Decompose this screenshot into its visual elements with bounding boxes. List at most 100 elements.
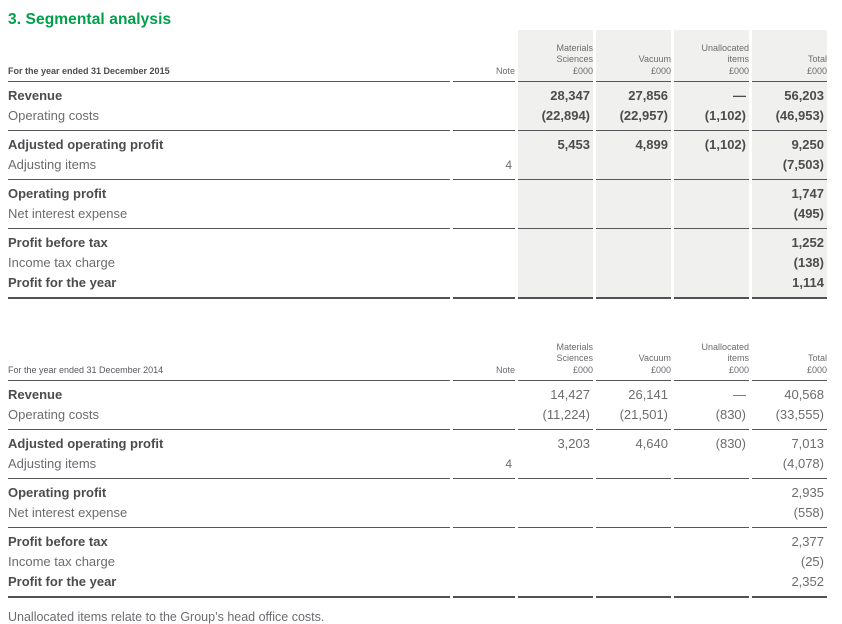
cell-materials-sciences [518, 503, 593, 528]
table-row: Adjusting items 4 (7,503) [8, 155, 827, 180]
note-cell [453, 82, 515, 106]
cell-materials-sciences: 28,347 [518, 82, 593, 106]
cell-vacuum [596, 528, 671, 552]
cell-total: (495) [752, 204, 827, 229]
cell-materials-sciences [518, 155, 593, 180]
table-row: Adjusted operating profit 3,203 4,640 (830)… [8, 430, 827, 454]
cell-unallocated-items: — [674, 82, 749, 106]
cell-vacuum [596, 503, 671, 528]
row-label: Income tax charge [8, 255, 115, 270]
cell-unallocated-items [674, 552, 749, 572]
cell-unallocated-items [674, 155, 749, 180]
row-label: Adjusted operating profit [8, 436, 164, 451]
row-label: Net interest expense [8, 503, 450, 528]
cell-vacuum: 4,899 [596, 131, 671, 155]
note-cell [453, 204, 515, 229]
cell-materials-sciences: (22,894) [518, 106, 593, 131]
cell-unallocated-items [674, 528, 749, 552]
column-header-line: £000 [806, 364, 827, 375]
cell-vacuum [596, 479, 671, 503]
table-row: Adjusted operating profit 5,453 4,899 (1,10… [8, 131, 827, 155]
column-header-line: items [727, 54, 749, 64]
cell-total: 56,203 [752, 82, 827, 106]
cell-materials-sciences [518, 552, 593, 572]
column-header-line: items [727, 353, 749, 363]
note-cell [453, 430, 515, 454]
cell-total: (25) [800, 554, 824, 569]
row-label: Revenue [8, 88, 63, 103]
cell-materials-sciences [518, 572, 593, 598]
header-row: For the year ended 31 December 2014 Note M… [8, 329, 827, 381]
cell-total: 2,377 [791, 534, 824, 549]
cell-unallocated-items: (1,102) [674, 106, 749, 131]
column-header-unallocated-items: Unallocated items £000 [674, 329, 749, 381]
cell-materials-sciences: 3,203 [557, 436, 590, 451]
column-header-line: Sciences [556, 54, 593, 64]
cell-materials-sciences [518, 454, 593, 479]
table-row: Operating costs (11,224) (21,501) (830) (33,… [8, 405, 827, 430]
column-header-line: Materials [556, 341, 593, 352]
cell-materials-sciences [518, 253, 593, 273]
column-header-line: Materials [556, 42, 593, 53]
table-row: Revenue 14,427 26,141 — 40,568 [8, 381, 827, 405]
cell-materials-sciences [518, 229, 593, 253]
row-label: Income tax charge [8, 554, 115, 569]
row-label: Operating costs [8, 106, 450, 131]
note-cell [453, 229, 515, 253]
cell-vacuum [596, 229, 671, 253]
cell-vacuum [596, 253, 671, 273]
table-row: Income tax charge (138) [8, 253, 827, 273]
cell-vacuum [596, 180, 671, 204]
table-row: Revenue 28,347 27,856—56,203 [8, 82, 827, 106]
column-header-line: Total [807, 54, 827, 64]
column-header-total: Total £000 [752, 30, 827, 82]
cell-total: 7,013 [791, 436, 824, 451]
cell-unallocated-items [674, 479, 749, 503]
cell-unallocated-items [674, 180, 749, 204]
cell-total: 2,352 [752, 572, 827, 598]
cell-vacuum: 4,640 [635, 436, 668, 451]
cell-total: 1,114 [752, 273, 827, 299]
column-header-line: Sciences [556, 353, 593, 363]
row-label: Profit before tax [8, 235, 108, 250]
page-title: 3. Segmental analysis [8, 11, 172, 28]
column-header-note: Note [453, 30, 515, 82]
column-header-materials-sciences: Materials Sciences £000 [518, 30, 593, 82]
cell-total: (33,555) [752, 405, 827, 430]
cell-total: 1,747 [752, 180, 827, 204]
cell-unallocated-items [674, 454, 749, 479]
table-row: Profit for the year 2,352 [8, 572, 827, 598]
cell-total: 2,935 [791, 485, 824, 500]
table-row: Operating costs (22,894) (22,957) (1,102) (4… [8, 106, 827, 131]
cell-total: 1,252 [752, 229, 827, 253]
table-row: Operating profit 1,747 [8, 180, 827, 204]
table-row: Profit for the year 1,114 [8, 273, 827, 299]
cell-unallocated-items [674, 204, 749, 229]
column-header-vacuum: Vacuum £000 [596, 30, 671, 82]
segment-table-2015: For the year ended 31 December 2015 Note M… [5, 30, 830, 299]
cell-vacuum [596, 454, 671, 479]
note-cell [453, 405, 515, 430]
note-cell [453, 131, 515, 155]
table-row: Net interest expense (558) [8, 503, 827, 528]
footnote: Unallocated items relate to the Group’s … [8, 610, 325, 624]
table-caption: For the year ended 31 December 2015 [8, 66, 170, 76]
column-header-line: Note [495, 364, 515, 375]
column-header-line: £000 [572, 364, 593, 375]
cell-vacuum: 27,856 [596, 82, 671, 106]
row-label: Operating costs [8, 405, 450, 430]
table-row: Profit before tax 1,252 [8, 229, 827, 253]
note-cell [453, 253, 515, 273]
cell-total: 9,250 [752, 131, 827, 155]
cell-materials-sciences [518, 180, 593, 204]
cell-total: 40,568 [784, 387, 824, 402]
cell-unallocated-items [674, 229, 749, 253]
cell-unallocated-items: (1,102) [674, 131, 749, 155]
cell-materials-sciences: (11,224) [518, 405, 593, 430]
note-cell: 4 [453, 454, 515, 479]
note-cell [453, 180, 515, 204]
segmental-analysis-tables: For the year ended 31 December 2015 Note M… [8, 30, 833, 598]
note-cell: 4 [453, 155, 515, 180]
column-header-line: Note [495, 65, 515, 76]
column-header-total: Total £000 [752, 329, 827, 381]
